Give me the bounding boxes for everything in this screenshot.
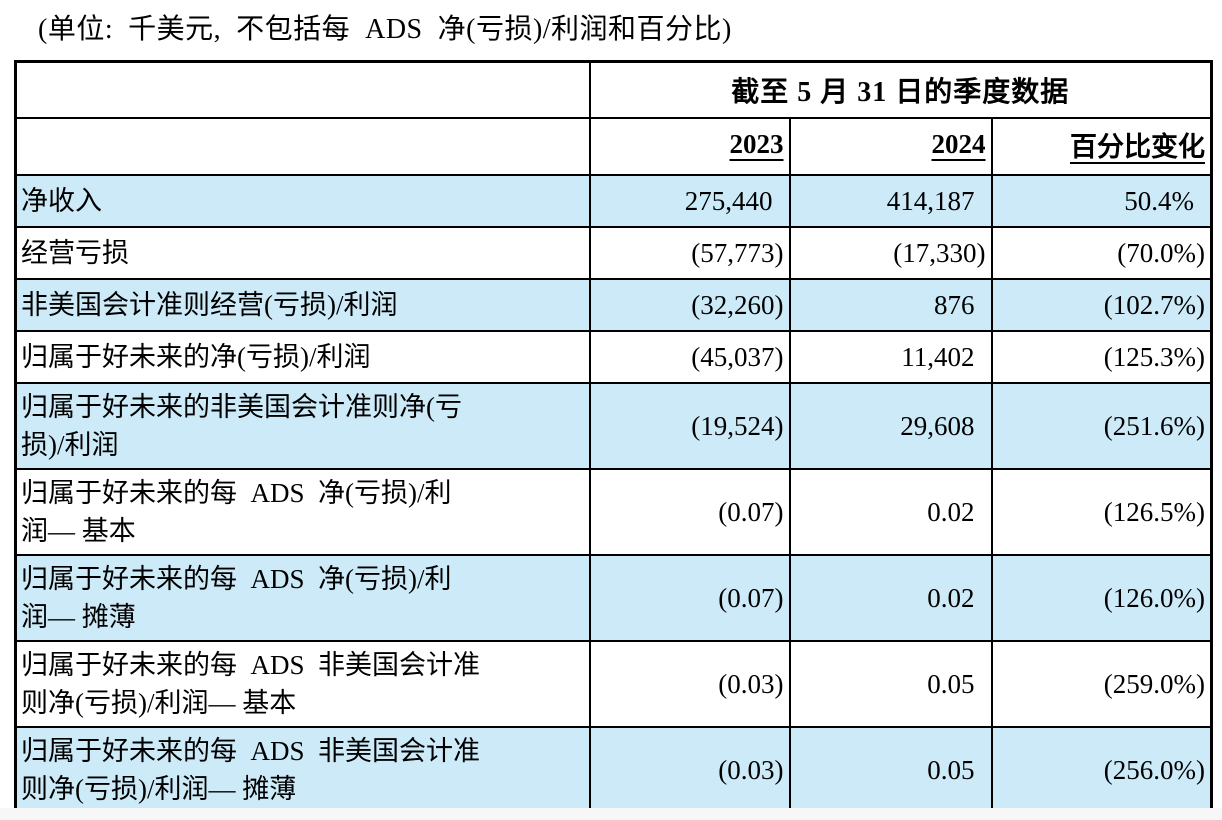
period-group-header: 截至 5 月 31 日的季度数据 (588, 60, 1213, 119)
row-label: 经营亏损 (14, 226, 591, 280)
value-2023: (0.07) (588, 554, 791, 642)
table-row: 归属于好未来的每 ADS 非美国会计准 则净(亏损)/利润— 摊薄 (0.03) 0… (14, 726, 1213, 815)
value-pct-change: (126.5%) (990, 468, 1213, 556)
column-header-pct-change-label: 百分比变化 (1070, 132, 1205, 162)
table-row: 归属于好未来的每 ADS 非美国会计准 则净(亏损)/利润— 基本 (0.03) 0… (14, 640, 1213, 728)
row-label: 归属于好未来的每 ADS 非美国会计准 则净(亏损)/利润— 摊薄 (14, 726, 591, 815)
value-2024: 29,608 (788, 382, 993, 470)
row-label: 归属于好未来的每 ADS 非美国会计准 则净(亏损)/利润— 基本 (14, 640, 591, 728)
row-label: 归属于好未来的非美国会计准则净(亏 损)/利润 (14, 382, 591, 470)
value-2023: (0.07) (588, 468, 791, 556)
value-pct-change: (102.7%) (990, 278, 1213, 332)
table-row: 归属于好未来的每 ADS 净(亏损)/利 润— 摊薄 (0.07) 0.02 (126… (14, 554, 1213, 642)
table-row: 归属于好未来的每 ADS 净(亏损)/利 润— 基本 (0.07) 0.02 (126… (14, 468, 1213, 556)
column-header-2023-label: 2023 (729, 129, 784, 159)
value-2024: 0.02 (788, 554, 993, 642)
value-2023: (0.03) (588, 640, 791, 728)
column-header-row: 2023 2024 百分比变化 (14, 117, 1213, 176)
empty-header-cell (14, 60, 591, 119)
value-2024: 414,187 (788, 174, 993, 228)
column-header-2024-label: 2024 (931, 129, 986, 159)
value-pct-change: (259.0%) (990, 640, 1213, 728)
column-header-pct-change: 百分比变化 (990, 117, 1213, 176)
table-row: 非美国会计准则经营(亏损)/利润 (32,260) 876 (102.7%) (14, 278, 1213, 332)
value-2023: (57,773) (588, 226, 791, 280)
value-pct-change: 50.4% (990, 174, 1213, 228)
value-2023: (0.03) (588, 726, 791, 815)
table-row: 归属于好未来的净(亏损)/利润 (45,037) 11,402 (125.3%) (14, 330, 1213, 384)
value-pct-change: (126.0%) (990, 554, 1213, 642)
row-label: 非美国会计准则经营(亏损)/利润 (14, 278, 591, 332)
empty-header-cell (14, 117, 591, 176)
row-label: 净收入 (14, 174, 591, 228)
group-header-row: 截至 5 月 31 日的季度数据 (14, 60, 1213, 119)
column-header-2023: 2023 (588, 117, 791, 176)
bottom-strip (0, 808, 1222, 820)
row-label: 归属于好未来的每 ADS 净(亏损)/利 润— 摊薄 (14, 554, 591, 642)
value-2023: (19,524) (588, 382, 791, 470)
value-pct-change: (70.0%) (990, 226, 1213, 280)
quarterly-financial-table: 截至 5 月 31 日的季度数据 2023 2024 百分比变化 净收入 275,… (14, 60, 1213, 815)
value-2024: (17,330) (788, 226, 993, 280)
value-2023: 275,440 (588, 174, 791, 228)
value-2024: 11,402 (788, 330, 993, 384)
column-header-2024: 2024 (788, 117, 993, 176)
value-2024: 0.05 (788, 640, 993, 728)
value-pct-change: (125.3%) (990, 330, 1213, 384)
units-caption: (单位: 千美元, 不包括每 ADS 净(亏损)/利润和百分比) (38, 14, 732, 45)
value-2023: (45,037) (588, 330, 791, 384)
table-row: 净收入 275,440 414,187 50.4% (14, 174, 1213, 228)
value-pct-change: (256.0%) (990, 726, 1213, 815)
value-2024: 0.02 (788, 468, 993, 556)
row-label: 归属于好未来的每 ADS 净(亏损)/利 润— 基本 (14, 468, 591, 556)
value-pct-change: (251.6%) (990, 382, 1213, 470)
row-label: 归属于好未来的净(亏损)/利润 (14, 330, 591, 384)
table-row: 经营亏损 (57,773) (17,330) (70.0%) (14, 226, 1213, 280)
value-2023: (32,260) (588, 278, 791, 332)
value-2024: 876 (788, 278, 993, 332)
table-body: 净收入 275,440 414,187 50.4% 经营亏损 (57,773) (17,33… (14, 174, 1213, 815)
value-2024: 0.05 (788, 726, 993, 815)
table-row: 归属于好未来的非美国会计准则净(亏 损)/利润 (19,524) 29,608 (25… (14, 382, 1213, 470)
